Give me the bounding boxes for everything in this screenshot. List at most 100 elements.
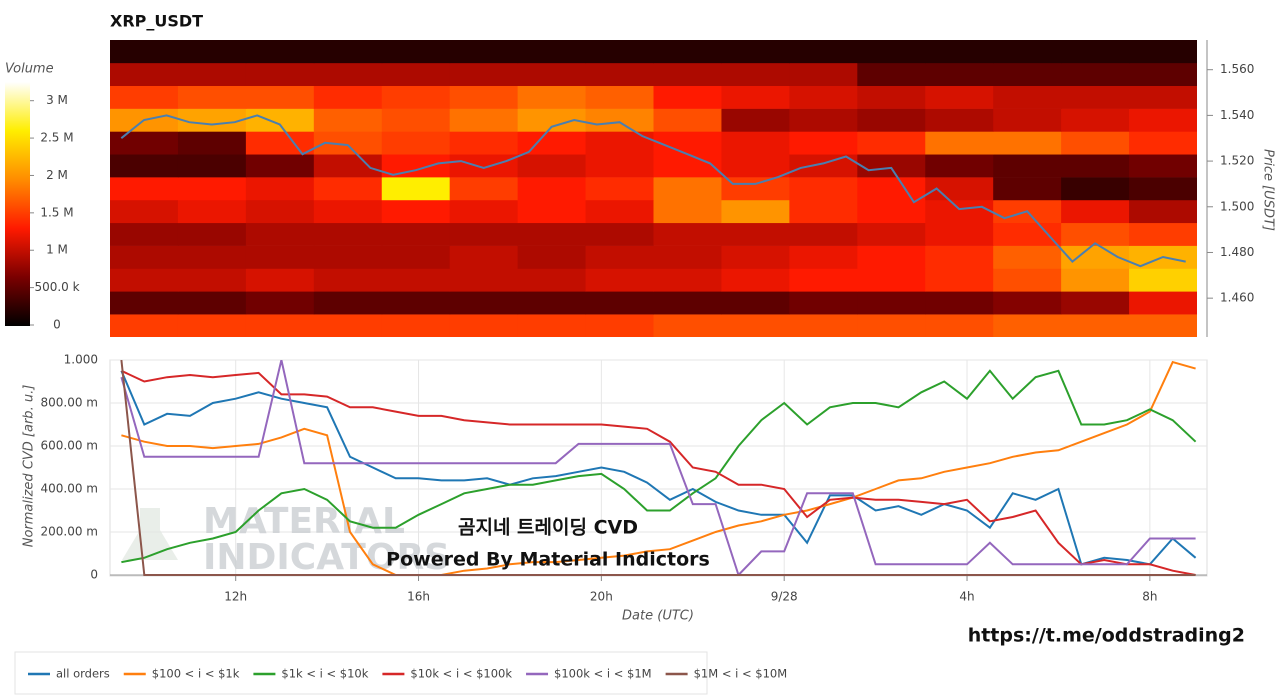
heat-cell — [789, 85, 858, 109]
heat-cell — [313, 222, 383, 246]
heat-cell — [925, 131, 994, 155]
heat-cell — [110, 245, 179, 269]
heat-cell — [381, 222, 451, 246]
heat-cell — [245, 154, 315, 178]
heat-cell — [653, 222, 722, 246]
x-tick-label: 16h — [407, 590, 430, 604]
heat-cell — [449, 108, 519, 132]
heat-cell — [653, 40, 722, 64]
heat-cell — [517, 222, 587, 246]
link[interactable]: https://t.me/oddstrading2 — [968, 625, 1245, 647]
heat-cell — [517, 199, 587, 224]
heat-cell — [245, 199, 315, 224]
heat-cell — [721, 268, 790, 292]
heat-cell — [721, 245, 790, 269]
heat-cell — [177, 177, 247, 201]
heat-cell — [857, 62, 926, 86]
heat-cell — [925, 108, 994, 132]
cvd-plot: 0 200.00 m 400.00 m 600.00 m 800.00 m 1.000 12… — [41, 353, 1207, 604]
heat-cell — [381, 199, 451, 224]
y-tick-label: 200.00 m — [41, 525, 99, 539]
heat-cell — [857, 222, 926, 246]
heat-cell — [245, 245, 315, 269]
heat-cell — [721, 40, 790, 64]
heatmap — [110, 40, 1197, 337]
heat-cell — [585, 268, 654, 292]
heat-cell — [721, 199, 790, 224]
heat-cell — [857, 177, 926, 201]
heat-cell — [517, 108, 587, 132]
heat-cell — [1061, 245, 1130, 269]
heat-cell — [585, 199, 654, 224]
heat-cell — [1129, 268, 1197, 292]
series-line — [120, 360, 1196, 576]
heat-cell — [110, 268, 179, 292]
heat-cell — [517, 154, 587, 178]
series-line — [120, 370, 1197, 566]
heat-cell — [585, 177, 654, 201]
heat-cell — [993, 131, 1062, 155]
heat-cell — [313, 314, 383, 337]
heat-cell — [449, 154, 519, 178]
heat-cell — [1061, 62, 1130, 86]
annotation: 곰지네 트레이딩 CVD — [458, 517, 638, 539]
colorbar-tick-label: 500.0 k — [34, 280, 79, 294]
heat-cell — [313, 199, 383, 224]
heat-cell — [789, 40, 858, 64]
series-line — [120, 369, 1196, 576]
heat-cell — [245, 268, 315, 292]
heat-cell — [653, 131, 722, 155]
colorbar — [5, 82, 30, 326]
heat-cell — [1061, 222, 1130, 246]
heat-cell — [245, 222, 315, 246]
heat-cell — [1061, 40, 1130, 64]
y-axis-label: Price [USDT] — [1261, 149, 1276, 231]
watermark-icon — [122, 508, 178, 560]
heat-cell — [313, 268, 383, 292]
heat-cell — [857, 268, 926, 292]
heat-cell — [721, 177, 790, 201]
heat-cell — [110, 199, 179, 224]
x-tick-label: 9/28 — [771, 590, 798, 604]
heat-cell — [585, 314, 654, 337]
heat-cell — [1061, 154, 1130, 178]
heat-cell — [653, 177, 722, 201]
y-tick-label: 1.540 — [1220, 108, 1254, 122]
x-tick-label: 4h — [959, 590, 974, 604]
y-tick-label: 1.520 — [1220, 154, 1254, 168]
watermark: MATERIAL — [203, 501, 405, 542]
heat-cell — [653, 199, 722, 224]
heat-cell — [177, 222, 247, 246]
heat-cell — [721, 62, 790, 86]
heat-cell — [449, 199, 519, 224]
heat-cell — [177, 154, 247, 178]
heat-cell — [789, 245, 858, 269]
watermark: INDICATORS — [203, 537, 450, 578]
y-tick-label: 800.00 m — [41, 396, 99, 410]
heat-cell — [177, 62, 247, 86]
heat-cell — [857, 154, 926, 178]
heat-cell — [1129, 131, 1197, 155]
heat-cell — [585, 154, 654, 178]
heat-cell — [381, 177, 451, 201]
legend-label: $1k < i < $10k — [281, 667, 368, 681]
heat-cell — [993, 222, 1062, 246]
heat-cell — [381, 154, 451, 178]
heat-cell — [313, 177, 383, 201]
heat-cell — [585, 85, 654, 109]
heat-cell — [1129, 222, 1197, 246]
colorbar-label: Volume — [5, 62, 54, 77]
heat-cell — [721, 85, 790, 109]
heat-cell — [1129, 108, 1197, 132]
legend-items: all orders $100 < i < $1k $1k < i < $10k $1… — [28, 667, 787, 681]
heat-cell — [177, 268, 247, 292]
heat-cell — [110, 154, 179, 178]
heat-cell — [110, 222, 179, 246]
colorbar-tick-label: 3 M — [46, 93, 68, 107]
heat-cell — [245, 108, 315, 132]
heat-cell — [925, 245, 994, 269]
heat-cell — [177, 245, 247, 269]
heat-cell — [993, 108, 1062, 132]
heat-cell — [313, 108, 383, 132]
